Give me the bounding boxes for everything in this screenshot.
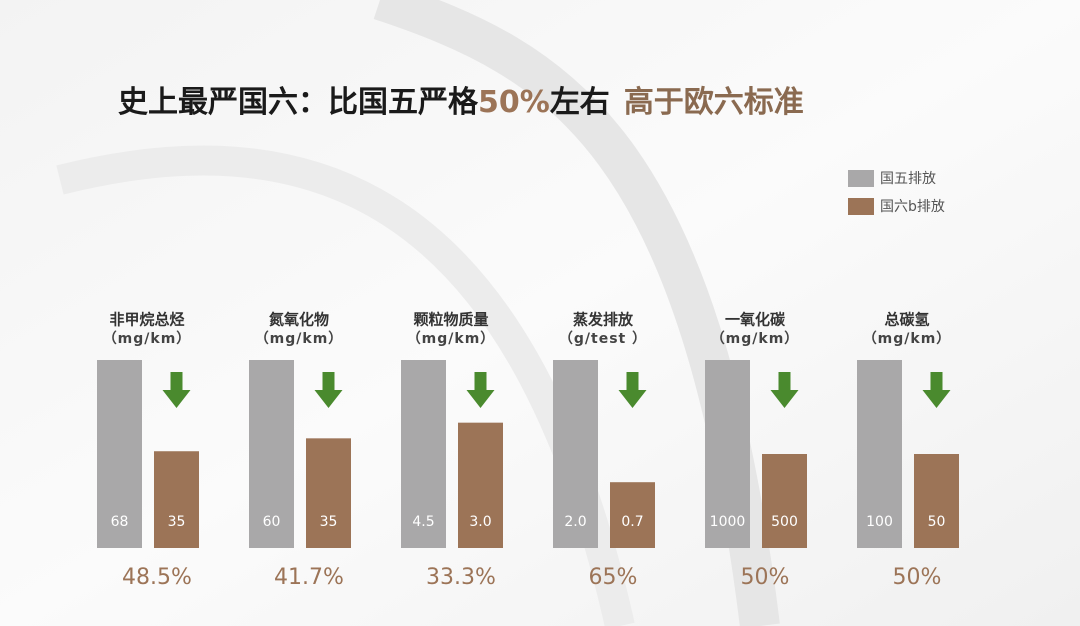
chart-title: 一氧化碳 — [725, 311, 786, 329]
chart-unit: （mg/km） — [863, 331, 952, 347]
value-label: 4.5 — [412, 514, 434, 530]
chart-title: 颗粒物质量 — [413, 311, 488, 329]
value-label: 50 — [928, 514, 946, 530]
value-label: 68 — [111, 514, 129, 530]
chart-title: 总碳氢 — [884, 311, 929, 329]
down-arrow — [314, 372, 343, 408]
title-part: 史上最严国六：比国五严格 — [118, 85, 479, 120]
bar — [401, 360, 446, 548]
chart-unit: （mg/km） — [711, 331, 800, 347]
bar — [154, 451, 199, 548]
value-label: 0.7 — [621, 514, 643, 530]
value-label: 100 — [866, 514, 893, 530]
down-arrow — [770, 372, 799, 408]
reduction-label: 50% — [741, 565, 790, 590]
bar — [553, 360, 598, 548]
reduction-label: 50% — [893, 565, 942, 590]
chart-title: 蒸发排放 — [573, 311, 634, 329]
legend-label: 国六b排放 — [880, 199, 945, 215]
bar — [249, 360, 294, 548]
value-label: 60 — [263, 514, 281, 530]
down-arrow — [618, 372, 647, 408]
chart-title: 氮氧化物 — [269, 311, 329, 329]
legend-swatch — [848, 198, 874, 215]
bar — [610, 482, 655, 548]
bar — [705, 360, 750, 548]
value-label: 2.0 — [564, 514, 586, 530]
chart-unit: （g/test ） — [559, 331, 647, 347]
down-arrow — [466, 372, 495, 408]
value-label: 35 — [320, 514, 338, 530]
legend-swatch — [848, 170, 874, 187]
title-part: 50% — [478, 85, 550, 120]
title-part: 高于欧六标准 — [624, 85, 804, 120]
title: 史上最严国六：比国五严格50%左右 高于欧六标准 — [118, 85, 804, 120]
bar — [762, 454, 807, 548]
down-arrow — [922, 372, 951, 408]
chart-unit: （mg/km） — [255, 331, 344, 347]
value-label: 500 — [771, 514, 798, 530]
bar — [458, 422, 503, 548]
legend-label: 国五排放 — [880, 171, 936, 187]
bar — [857, 360, 902, 548]
value-label: 1000 — [710, 514, 746, 530]
chart-unit: （mg/km） — [103, 331, 192, 347]
reduction-label: 33.3% — [426, 565, 496, 590]
down-arrow — [162, 372, 191, 408]
bar — [914, 454, 959, 548]
reduction-label: 48.5% — [122, 565, 192, 590]
chart-title: 非甲烷总烃 — [109, 311, 184, 329]
reduction-label: 65% — [589, 565, 638, 590]
value-label: 35 — [168, 514, 186, 530]
value-label: 3.0 — [469, 514, 491, 530]
reduction-label: 41.7% — [274, 565, 344, 590]
chart-unit: （mg/km） — [407, 331, 496, 347]
bar — [306, 438, 351, 548]
bar — [97, 360, 142, 548]
title-part: 左右 — [550, 85, 610, 120]
charts: 非甲烷总烃 （mg/km） 68 35 48.5% 氮氧化物 （mg/km） 60 35 41.7… — [97, 311, 959, 590]
